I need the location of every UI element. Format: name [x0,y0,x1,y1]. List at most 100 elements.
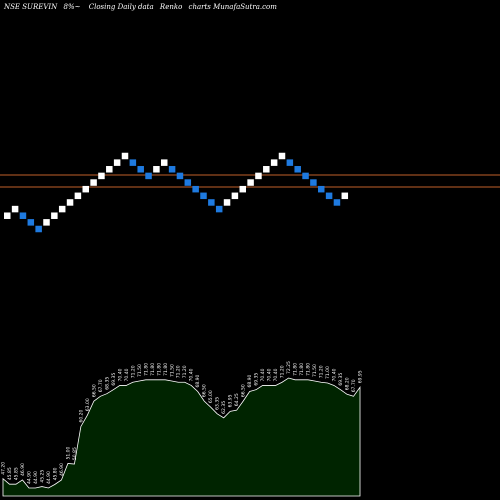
renko-brick-up [278,152,286,160]
renko-brick-down [176,172,184,180]
value-label: 45.85 [7,467,13,480]
change-label: 8%~ [64,3,81,11]
value-label: 71.20 [182,365,188,378]
description-label: Closing Daily data [89,3,154,11]
renko-brick-up [66,199,74,206]
value-label: 51.00 [65,446,71,459]
value-label: 70.40 [260,368,266,381]
renko-brick-down [302,172,309,180]
renko-brick-up [153,166,160,173]
value-label: 70.40 [117,368,123,381]
value-label: 62.35 [221,401,227,414]
value-label: 50.85 [72,447,78,460]
value-label: 45.80 [52,467,58,480]
source-label: charts MunafaSutra.com [189,3,278,11]
value-label: 70.40 [189,368,195,381]
value-label: 68.20 [345,377,351,390]
renko-brick-up [74,192,82,200]
value-label: 66.50 [241,384,247,397]
value-label: 69.95 [358,370,364,383]
renko-brick-down [200,192,207,200]
value-label: 46.90 [59,463,65,476]
symbol-label: NSE SUREVIN [3,3,58,11]
value-label: 71.20 [319,365,325,378]
renko-brick-up [106,166,113,173]
value-label: 71.80 [156,363,162,376]
renko-brick-up [4,212,11,219]
value-label: 47.20 [1,462,7,475]
value-label: 68.90 [247,374,253,387]
chart-header: NSE SUREVIN 8%~ Closing Daily data Renko… [3,3,277,11]
value-label: 69.35 [338,373,344,386]
value-label: 70.40 [267,368,273,381]
value-area [2,377,361,497]
value-label: 69.35 [111,373,117,386]
value-label: 45.25 [39,470,45,483]
renko-brick-up [43,219,50,226]
value-label: 71.50 [137,364,143,377]
renko-brick-down [145,172,152,180]
renko-brick-down [333,199,341,206]
value-label: 71.80 [306,363,312,376]
value-label: 71.80 [299,363,305,376]
renko-brick-up [51,212,58,219]
renko-brick-down [168,166,176,173]
renko-brick-up [90,179,97,186]
renko-brick-down [129,159,137,166]
value-label: 66.50 [91,384,97,397]
value-label: 63.35 [215,397,221,410]
value-label: 71.80 [293,363,299,376]
value-label: 71.80 [150,363,156,376]
renko-brick-down [137,166,144,173]
renko-brick-down [310,179,317,186]
renko-brick-up [113,159,121,166]
value-label: 69.35 [254,373,260,386]
renko-brick-down [35,225,42,233]
renko-brick-up [98,172,105,180]
value-label: 71.20 [130,365,136,378]
renko-brick-down [215,205,223,213]
value-label: 68.90 [195,374,201,387]
renko-brick-down [286,159,294,166]
value-label: 45.85 [13,467,19,480]
renko-brick-up [231,192,239,200]
value-label: 63.00 [85,398,91,411]
renko-brick-up [247,179,254,186]
value-label: 60.20 [78,409,84,422]
renko-brick-up [270,159,278,166]
value-label: 71.50 [169,364,175,377]
renko-brick-up [239,185,246,193]
value-label: 67.70 [98,379,104,392]
value-label: 46.90 [20,463,26,476]
value-label: 44.90 [46,471,52,484]
value-label: 70.40 [273,368,279,381]
value-label: 71.20 [176,365,182,378]
chart-kind-label: Renko [159,3,182,11]
value-label: 67.70 [351,379,357,392]
value-label: 71.50 [312,364,318,377]
renko-brick-up [341,192,349,200]
value-label: 71.00 [325,366,331,379]
value-label: 44.90 [33,471,39,484]
value-label: 66.50 [202,384,208,397]
renko-brick-down [318,185,325,193]
renko-brick-down [27,219,35,226]
renko-brick-up [161,159,168,166]
value-label: 64.25 [234,393,240,406]
renko-brick-up [82,185,89,193]
renko-brick-up [121,152,129,160]
value-label: 70.40 [124,368,130,381]
volume-area [2,377,361,497]
renko-brick-down [208,199,215,206]
renko-brick-up [58,205,66,213]
renko-brick-up [263,166,270,173]
value-label: 68.35 [104,377,110,390]
renko-brick-down [325,192,333,200]
value-label: 71.80 [163,363,169,376]
renko-brick-up [223,199,231,206]
renko-bricks [4,152,349,233]
value-label: 63.95 [228,394,234,407]
value-label: 71.80 [143,363,149,376]
renko-brick-up [255,172,262,180]
